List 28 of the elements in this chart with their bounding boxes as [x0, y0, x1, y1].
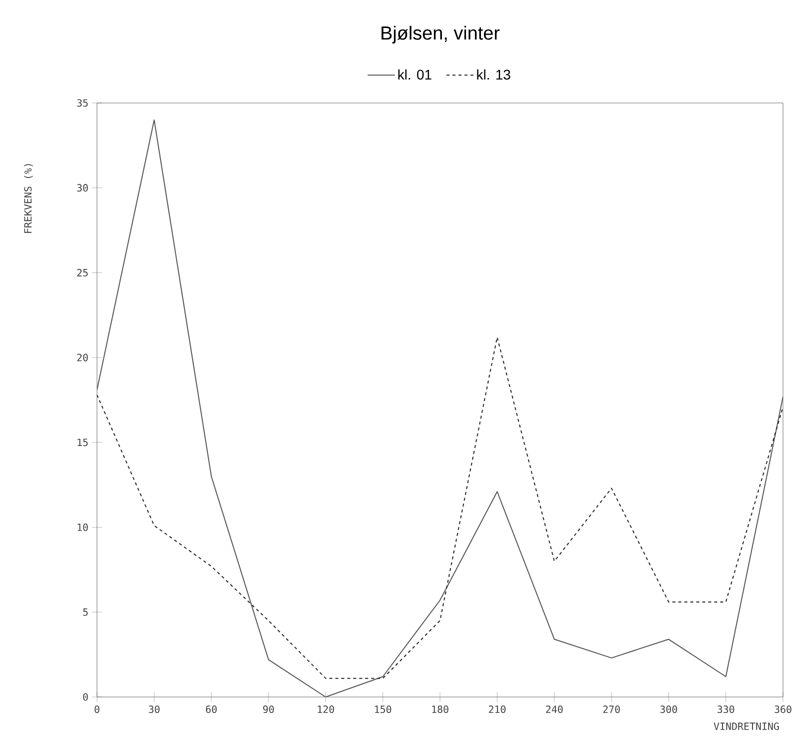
legend-label: kl. 01 — [398, 69, 432, 80]
x-tick-label: 30 — [148, 705, 160, 714]
chart-title: Bjølsen, vinter — [382, 26, 500, 44]
x-tick-label: 270 — [603, 705, 620, 714]
y-tick-label: 20 — [77, 354, 88, 362]
x-tick-label: 180 — [432, 705, 448, 714]
x-axis-title: VINDRETNING — [714, 722, 779, 730]
y-tick-label: 10 — [78, 523, 88, 532]
y-tick-label: 30 — [77, 184, 88, 192]
x-tick-label: 150 — [375, 705, 392, 714]
x-tick-label: 240 — [546, 705, 563, 714]
x-tick-label: 360 — [774, 705, 792, 714]
y-tick-label: 5 — [83, 608, 88, 616]
y-axis-title: FREKVENS (%) — [24, 164, 33, 233]
x-tick-label: 60 — [206, 705, 217, 714]
x-tick-label: 330 — [718, 705, 734, 714]
x-tick-label: 90 — [263, 705, 274, 714]
x-tick-label: 0 — [94, 705, 100, 714]
line-series — [97, 119, 784, 697]
legend-label: kl. 13 — [477, 69, 510, 80]
y-tick-label: 0 — [83, 693, 88, 701]
y-tick-label: 35 — [77, 99, 88, 107]
x-tick-label: 210 — [488, 705, 506, 714]
y-tick-label: 15 — [78, 438, 88, 446]
x-tick-label: 300 — [660, 705, 678, 714]
x-tick-label: 120 — [318, 705, 334, 714]
y-tick-label: 25 — [77, 268, 88, 276]
line-series — [97, 336, 784, 679]
